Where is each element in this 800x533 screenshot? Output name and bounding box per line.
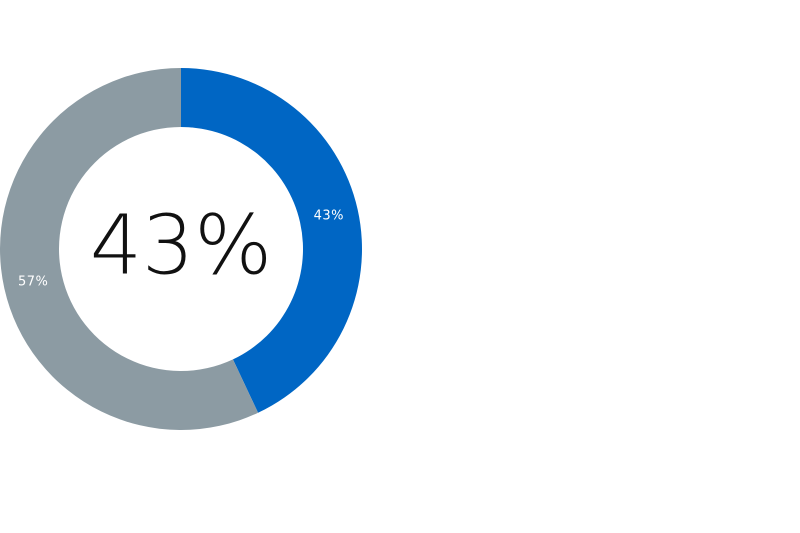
donut-slice-1	[181, 68, 362, 413]
center-value-label: 43%	[90, 199, 272, 294]
slice-value-label-2: 57%	[18, 275, 48, 290]
donut-slice-2	[0, 68, 259, 430]
slice-value-label-1: 43%	[314, 208, 344, 223]
donut-slices	[0, 68, 362, 430]
slice-labels: 43% 57%	[18, 208, 344, 289]
